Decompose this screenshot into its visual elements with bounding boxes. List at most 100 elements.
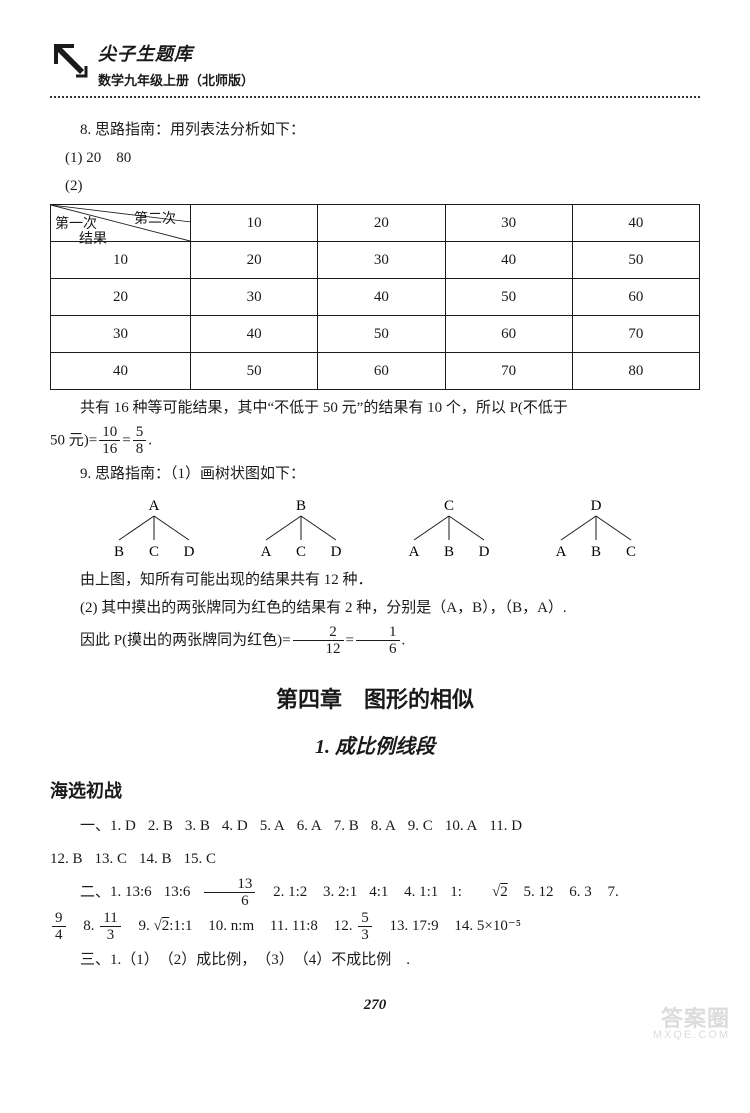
table-cell: 50 [572, 241, 699, 278]
q8-part1: (1) 20 80 [50, 146, 700, 170]
fraction: 16 [356, 624, 400, 658]
svg-text:D: D [183, 544, 194, 560]
svg-text:A: A [261, 544, 272, 560]
q9-line2: (2) 其中摸出的两张牌同为红色的结果有 2 种，分别是（A，B），（B，A）. [50, 596, 700, 620]
answer-item: 3. B [185, 818, 210, 834]
page: 尖子生题库 数学九年级上册（北师版） 8. 思路指南：用列表法分析如下： (1)… [0, 0, 750, 1047]
book-title: 尖子生题库 [98, 40, 254, 69]
eq: = [346, 632, 354, 648]
table-cell: 40 [191, 315, 318, 352]
q8-table: 第二次 结果 第一次 10 20 30 40 10 20 30 40 50 20… [50, 204, 700, 390]
svg-text:C: C [444, 498, 454, 514]
answer-item: 14. B [139, 851, 172, 867]
svg-text:D: D [591, 498, 602, 514]
tree-b: B A C D [246, 496, 356, 562]
header-divider [50, 96, 700, 98]
group-label: 二、 [80, 884, 110, 900]
answer-item: 15. C [184, 851, 217, 867]
table-row: 30 40 50 60 70 [51, 315, 700, 352]
col-header: 40 [572, 204, 699, 241]
q8-part2-label: (2) [50, 174, 700, 198]
answer-item: 9. √2:1:1 [138, 918, 192, 934]
answer-item: 12. 53 [334, 918, 374, 934]
answer-item: 11. D [489, 818, 522, 834]
table-cell: 30 [191, 278, 318, 315]
arrow-icon [50, 40, 90, 88]
answers-row: 94 8. 113 9. √2:1:1 10. n:m 11. 11:8 12.… [50, 910, 700, 944]
diag-header-cell: 第二次 结果 第一次 [51, 204, 191, 241]
answer-item: 136 [202, 884, 257, 900]
header-text: 尖子生题库 数学九年级上册（北师版） [98, 40, 254, 92]
group-label: 一、 [80, 818, 110, 834]
fraction: 212 [293, 624, 344, 658]
watermark-url: MXQE.COM [653, 1027, 730, 1045]
svg-text:B: B [444, 544, 454, 560]
table-row: 40 50 60 70 80 [51, 352, 700, 389]
answers-row: 一、1. D2. B3. B4. D5. A6. A7. B8. A9. C10… [50, 810, 700, 843]
col-header: 10 [191, 204, 318, 241]
chapter-title: 第四章 图形的相似 [50, 682, 700, 717]
page-number: 270 [50, 993, 700, 1017]
svg-text:A: A [148, 498, 159, 514]
tree-c: C A B D [394, 496, 504, 562]
svg-text:C: C [149, 544, 159, 560]
row-header: 30 [51, 315, 191, 352]
answer-item: 10. n:m [208, 918, 254, 934]
answer-item: 8. A [371, 818, 396, 834]
table-cell: 20 [191, 241, 318, 278]
svg-text:C: C [296, 544, 306, 560]
answers-row: 二、1. 13:613:6136 2. 1:2 3. 2:14:1 4. 1:1… [50, 876, 700, 910]
answer-item: 3. 2:1 [323, 884, 357, 900]
table-cell: 70 [572, 315, 699, 352]
table-cell: 30 [318, 241, 445, 278]
q9-line3: 因此 P(摸出的两张牌同为红色)=212=16. [50, 624, 700, 658]
answer-item: 1.（1） （2）成比例， （3） （4）不成比例 . [110, 952, 410, 968]
diag-top: 第二次 [134, 209, 176, 231]
tree-d: D A B C [541, 496, 651, 562]
answer-item: 94 [50, 918, 68, 934]
svg-text:B: B [591, 544, 601, 560]
page-header: 尖子生题库 数学九年级上册（北师版） [50, 40, 700, 92]
sub-heading: 海选初战 [50, 777, 700, 806]
answer-item: 7. B [334, 818, 359, 834]
answer-item: 9. C [408, 818, 433, 834]
fraction: 1016 [99, 424, 120, 458]
svg-text:A: A [408, 544, 419, 560]
q9-line1: 由上图，知所有可能出现的结果共有 12 种． [50, 568, 700, 592]
q8-conclusion-b: 50 元)=1016=58. [50, 424, 700, 458]
table-row: 第二次 结果 第一次 10 20 30 40 [51, 204, 700, 241]
q8-conclusion-a: 共有 16 种等可能结果，其中“不低于 50 元”的结果有 10 个，所以 P(… [50, 396, 700, 420]
answer-item: 4. D [222, 818, 248, 834]
table-cell: 50 [445, 278, 572, 315]
answer-item: 12. B [50, 851, 83, 867]
col-header: 30 [445, 204, 572, 241]
q9-line3-prefix: 因此 P(摸出的两张牌同为红色)= [80, 632, 291, 648]
answer-item: 2. 1:2 [273, 884, 307, 900]
svg-text:B: B [296, 498, 306, 514]
q8-conc-prefix: 50 元)= [50, 432, 97, 448]
tree-diagram-row: A B C D B A C D C A B D D [80, 496, 670, 562]
table-cell: 60 [445, 315, 572, 352]
table-cell: 60 [572, 278, 699, 315]
answer-item: 13. 17:9 [389, 918, 438, 934]
answer-item: 4. 1:1 [404, 884, 438, 900]
fraction: 58 [133, 424, 147, 458]
answer-item: 6. A [297, 818, 322, 834]
answer-item: 13. C [95, 851, 128, 867]
tree-a: A B C D [99, 496, 209, 562]
answers-block: 一、1. D2. B3. B4. D5. A6. A7. B8. A9. C10… [50, 810, 700, 977]
table-row: 20 30 40 50 60 [51, 278, 700, 315]
table-cell: 40 [318, 278, 445, 315]
book-subtitle: 数学九年级上册（北师版） [98, 71, 254, 92]
answer-item: 7. [607, 884, 618, 900]
answer-item: 10. A [445, 818, 478, 834]
answer-item: 1:√2 [450, 884, 507, 900]
q8-lead: 8. 思路指南：用列表法分析如下： [50, 118, 700, 142]
section-title: 1. 成比例线段 [50, 731, 700, 763]
row-header: 20 [51, 278, 191, 315]
table-cell: 50 [191, 352, 318, 389]
eq: = [122, 432, 130, 448]
table-row: 10 20 30 40 50 [51, 241, 700, 278]
diag-bot: 第一次 [55, 214, 97, 236]
table-cell: 40 [445, 241, 572, 278]
